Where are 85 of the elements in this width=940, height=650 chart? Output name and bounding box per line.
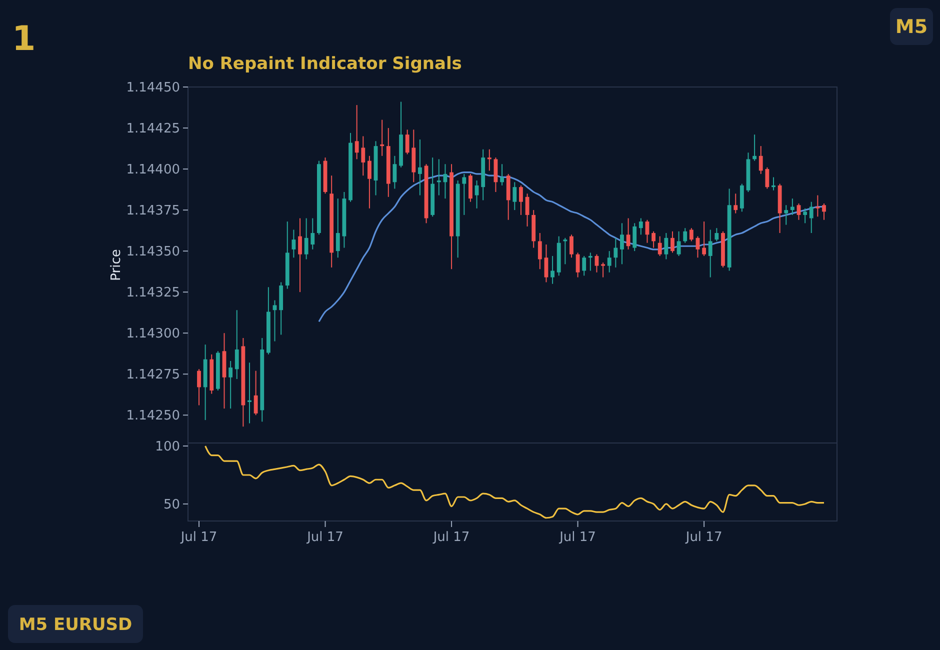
candlestick <box>298 218 302 293</box>
candlestick <box>248 362 252 424</box>
candlestick <box>594 254 599 273</box>
text: 1 <box>12 19 36 59</box>
candlestick <box>563 237 568 265</box>
candlestick <box>436 158 441 196</box>
candlestick <box>405 129 410 155</box>
candlestick <box>740 183 744 212</box>
candlestick <box>652 230 656 248</box>
candlestick <box>683 228 688 244</box>
candlestick <box>462 173 466 216</box>
candlestick <box>708 229 712 278</box>
chart-title: No Repaint Indicator Signals <box>188 54 462 74</box>
candlestick <box>816 194 820 218</box>
candlestick <box>582 255 586 276</box>
y-tick-label: 1.14400 <box>126 162 180 178</box>
candlestick <box>304 218 308 260</box>
x-tick-label: Jul 17 <box>684 530 722 545</box>
y-tick-label: 1.14450 <box>126 80 180 96</box>
candlestick <box>310 218 315 250</box>
candlestick <box>292 229 296 258</box>
y-tick-label: 1.14350 <box>126 244 180 260</box>
candlestick <box>632 222 637 252</box>
candlestick <box>758 146 763 174</box>
candlestick <box>670 230 674 254</box>
candlestick <box>588 252 592 272</box>
candlestick <box>614 237 618 268</box>
candlestick <box>607 250 612 273</box>
y-tick-label: 50 <box>163 498 180 513</box>
x-tick-label: Jul 17 <box>432 530 470 545</box>
candlestick <box>538 232 542 270</box>
candlestick <box>664 232 668 260</box>
candlestick <box>765 166 770 190</box>
text: M5 EURUSD <box>18 615 132 635</box>
candlestick <box>689 228 694 242</box>
candlestick <box>638 218 643 236</box>
line-series <box>204 445 825 519</box>
candlestick <box>367 155 372 209</box>
candlestick <box>380 119 384 156</box>
candlestick <box>361 136 366 176</box>
candlestick <box>790 198 794 216</box>
candlestick <box>550 255 554 284</box>
y-tick-label: 1.14375 <box>126 204 180 219</box>
candlestick <box>544 244 548 283</box>
candlestick <box>272 300 277 342</box>
candlestick <box>500 164 504 186</box>
y-tick-label: 1.14300 <box>126 326 180 342</box>
candlestick <box>519 184 523 216</box>
candlestick <box>197 368 201 406</box>
candlestick <box>354 104 359 160</box>
candlestick <box>714 228 719 242</box>
y-tick-label: 100 <box>155 440 180 455</box>
x-tick-label: Jul 17 <box>180 530 218 545</box>
y-tick-label: 1.14275 <box>126 368 180 383</box>
candlestick <box>752 134 757 162</box>
candlestick <box>228 360 233 410</box>
candlestick <box>468 173 472 202</box>
candlestick <box>418 139 422 196</box>
text: M5 <box>895 16 928 38</box>
y-axis-title: Price <box>109 249 124 281</box>
candlestick <box>234 310 239 380</box>
y-tick-label: 1.14250 <box>126 408 180 424</box>
candlestick <box>336 198 340 258</box>
candlestick <box>772 176 776 191</box>
candlestick <box>620 222 624 265</box>
candlestick <box>474 180 479 209</box>
y-tick-label: 1.14425 <box>126 122 180 137</box>
candlestick <box>254 370 258 416</box>
candlestick <box>512 182 517 211</box>
candlestick <box>803 208 808 224</box>
candlestick <box>702 221 706 256</box>
candlestick <box>658 236 662 256</box>
candlestick <box>784 204 788 226</box>
candlestick <box>822 202 826 220</box>
candlestick <box>626 218 630 250</box>
x-tick-label: Jul 17 <box>558 530 596 545</box>
candlestick <box>570 234 574 258</box>
candlestick <box>809 201 814 234</box>
candlestick <box>796 202 801 220</box>
candlestick <box>601 262 605 278</box>
candlestick <box>734 193 738 214</box>
y-tick-label: 1.14325 <box>126 286 180 301</box>
candlestick <box>487 148 492 172</box>
x-tick-label: Jul 17 <box>306 530 344 545</box>
candlestick <box>676 230 681 256</box>
